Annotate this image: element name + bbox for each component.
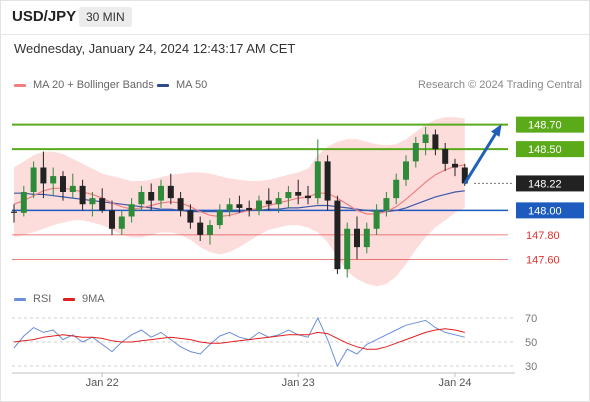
- candle-body: [324, 161, 331, 201]
- candle-body: [363, 228, 370, 248]
- candle-body: [236, 204, 243, 208]
- candle-body: [99, 198, 106, 211]
- candle-body: [158, 185, 164, 201]
- legend-ma20: MA 20 + Bollinger Bands: [14, 79, 154, 91]
- timeframe-badge[interactable]: 30 MIN: [79, 7, 132, 27]
- candle-body: [295, 192, 302, 196]
- legend-9ma: 9MA: [63, 293, 105, 305]
- x-tick-label: Jan 23: [282, 377, 315, 389]
- candle-body: [109, 210, 115, 229]
- candle-body: [256, 200, 262, 211]
- candle-body: [226, 204, 233, 211]
- ma50-swatch: [157, 83, 169, 87]
- candle-body: [432, 134, 439, 150]
- price-label: 147.80: [526, 230, 560, 242]
- ma50-label: MA 50: [176, 79, 208, 91]
- chart-header: USD/JPY 30 MIN: [0, 0, 590, 35]
- legend-rsi: RSI: [14, 293, 51, 305]
- rsi-line: [13, 316, 465, 368]
- ma9-swatch: [63, 297, 75, 301]
- candle-body: [393, 179, 400, 199]
- candle-body: [373, 210, 380, 229]
- target-arrowhead: [491, 124, 502, 137]
- candle-body: [216, 210, 223, 226]
- legend-ma50: MA 50: [157, 79, 207, 91]
- candle-body: [314, 161, 321, 199]
- candle-body: [79, 185, 86, 205]
- candle-body: [275, 198, 282, 205]
- candle-body: [461, 167, 468, 184]
- price-label: 148.00: [528, 205, 562, 217]
- credit-text: Research © 2024 Trading Central: [417, 79, 582, 91]
- candle-body: [20, 192, 27, 213]
- candle-body: [187, 210, 194, 223]
- candle-body: [11, 211, 17, 213]
- candle-body: [50, 176, 57, 184]
- rsi-9ma-line: [13, 328, 465, 350]
- price-label-box: [516, 141, 584, 158]
- candle-body: [197, 222, 204, 235]
- candle-body: [383, 198, 390, 211]
- price-label: 147.60: [526, 254, 560, 266]
- candle-body: [412, 143, 419, 162]
- candle-body: [89, 198, 96, 205]
- candle-body: [30, 167, 37, 192]
- candle-body: [69, 185, 76, 192]
- candle-body: [246, 207, 253, 211]
- price-label-box: [516, 116, 584, 133]
- candle-body: [285, 192, 292, 199]
- candle-body: [442, 149, 449, 164]
- rsi-tick-label: 70: [525, 313, 537, 325]
- candle-body: [334, 200, 341, 270]
- rsi-tick-label: 50: [525, 337, 537, 349]
- candle-body: [403, 161, 409, 180]
- candle-body: [148, 192, 155, 201]
- candle-body: [452, 163, 458, 168]
- rsi-tick-label: 30: [525, 361, 537, 373]
- price-label-box: [516, 202, 584, 219]
- price-label: 148.70: [528, 120, 562, 132]
- candle-body: [118, 216, 125, 229]
- candle-body: [128, 204, 135, 217]
- candle-body: [167, 185, 174, 199]
- candle-body: [138, 192, 145, 205]
- chart-datetime: Wednesday, January 24, 2024 12:43:17 AM …: [14, 41, 296, 56]
- rsi-swatch: [14, 297, 26, 301]
- symbol-title: USD/JPY: [12, 8, 77, 25]
- current-price-label: 148.22: [528, 178, 562, 190]
- x-tick-label: Jan 22: [86, 377, 119, 389]
- price-label: 148.50: [528, 144, 562, 156]
- candle-body: [422, 134, 429, 143]
- ma20-swatch: [14, 83, 26, 87]
- ma9-label: 9MA: [82, 293, 105, 305]
- target-arrow: [463, 125, 502, 185]
- candle-body: [265, 200, 272, 205]
- candle-body: [305, 195, 311, 199]
- current-price-box: [516, 175, 584, 192]
- ma20-label: MA 20 + Bollinger Bands: [33, 79, 154, 91]
- candle-body: [207, 225, 213, 235]
- candle-body: [354, 228, 360, 248]
- rsi-label: RSI: [33, 293, 52, 305]
- x-tick-label: Jan 24: [438, 377, 471, 389]
- candle-body: [344, 228, 351, 270]
- candle-body: [177, 198, 184, 211]
- candle-body: [40, 167, 47, 184]
- candle-body: [60, 176, 66, 192]
